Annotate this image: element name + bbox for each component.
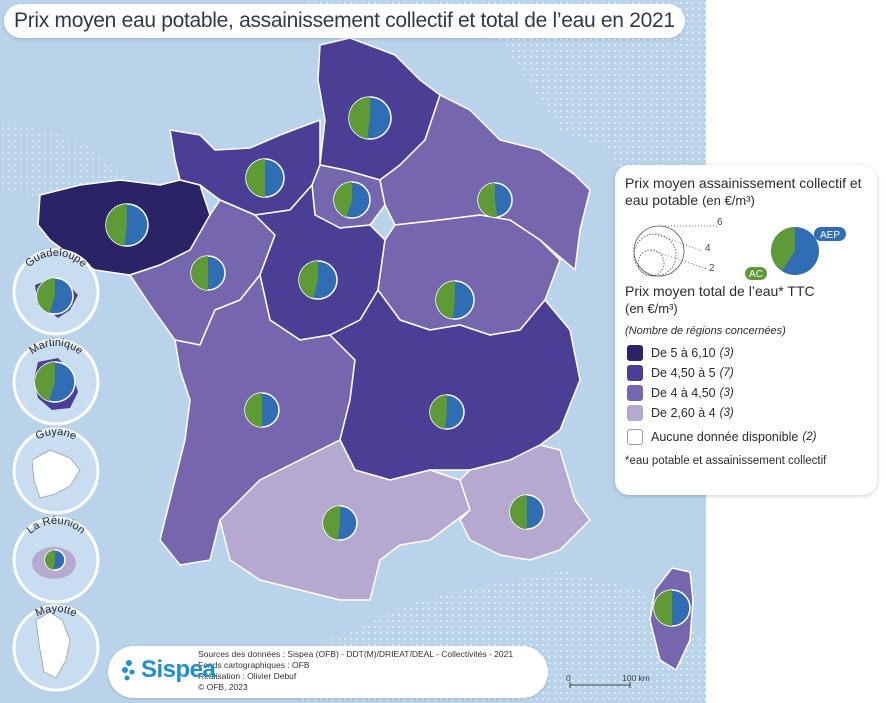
pie-chart-10 — [322, 505, 358, 541]
legend-class-label: De 5 à 6,10 — [651, 346, 716, 360]
pie-ac-slice — [36, 278, 55, 314]
sispea-logo: Sispea — [120, 656, 216, 684]
legend-classes: De 5 à 6,10 (3) De 4,50 à 5 (7) De 4 à 4,50(… — [625, 343, 867, 423]
pie-chart-1 — [245, 158, 285, 198]
pie-ac-slice — [334, 182, 352, 218]
pie-chart-7 — [435, 280, 475, 320]
legend-class-2: De 4 à 4,50 (3) — [625, 383, 867, 403]
legend-class-label: De 4 à 4,50 — [651, 386, 716, 400]
pie-ac-slice — [430, 395, 447, 429]
legend-size-2: 2 — [709, 263, 715, 274]
legend-aep-label: AEP — [820, 230, 840, 241]
scale-bar — [569, 682, 631, 688]
scale-zero: 0 — [566, 673, 571, 683]
pie-chart-8 — [244, 392, 280, 428]
legend-class-3: De 2,60 à 4 (3) — [625, 403, 867, 423]
legend-note: (Nombre de régions concernées) — [625, 325, 786, 337]
guyane-shape — [31, 449, 81, 499]
source-line-4: © OFB, 2023 — [198, 682, 248, 692]
region-grand-est — [379, 94, 591, 271]
pie-chart-14 — [34, 361, 76, 403]
legend-size-6: 6 — [717, 217, 723, 228]
source-line-1: Sources des données : Sispea (OFB) - DDT… — [198, 649, 514, 659]
sispea-logo-text: Sispea — [141, 656, 216, 683]
background-land-dots — [300, 0, 706, 250]
map-title: Prix moyen eau potable, assainissement c… — [14, 9, 675, 32]
legend-ac-label: AC — [749, 269, 763, 280]
legend-class-swatch — [627, 385, 643, 401]
pie-ac-slice — [44, 550, 55, 570]
title-box: Prix moyen eau potable, assainissement c… — [4, 4, 685, 38]
legend-no-data-swatch — [627, 429, 643, 445]
pie-chart-9 — [429, 394, 465, 430]
pie-ac-slice — [322, 506, 340, 540]
background-land-dots-west — [0, 120, 130, 200]
legend-class-1: De 4,50 à 5 (7) — [625, 363, 867, 383]
pie-ac-slice — [510, 495, 527, 529]
legend-class-count: (3) — [719, 347, 734, 359]
pie-chart-15 — [44, 549, 66, 571]
legend-no-data: Aucune donnée disponible (2) — [625, 427, 867, 447]
scale-end: 100 km — [622, 673, 650, 683]
pie-ac-slice — [246, 159, 265, 197]
legend-class-swatch — [627, 365, 643, 381]
sources-box: Sources des données : Sispea (OFB) - DDT… — [108, 646, 548, 698]
pie-chart-13 — [36, 277, 74, 315]
legend-size-title: Prix moyen assainissement collectif et e… — [625, 175, 862, 208]
legend-total-title: Prix moyen total de l’eau* TTC (en €/m³) — [625, 283, 815, 316]
pie-chart-2 — [333, 181, 371, 219]
pie-chart-4 — [105, 203, 149, 247]
pie-ac-slice — [478, 183, 498, 218]
pie-ac-slice — [348, 97, 370, 139]
legend-size-4: 4 — [705, 243, 711, 254]
inset-label-guyane: Guyane — [34, 426, 79, 443]
pie-ac-slice — [191, 256, 208, 290]
pie-ac-slice — [435, 281, 455, 319]
pie-chart-11 — [509, 494, 545, 530]
legend-class-label: De 4,50 à 5 — [651, 366, 716, 380]
legend-ac-badge — [745, 267, 767, 280]
pie-ac-slice — [245, 393, 262, 427]
legend-class-count: (3) — [719, 387, 734, 399]
pie-chart-6 — [298, 260, 338, 300]
legend: Prix moyen assainissement collectif et e… — [615, 165, 877, 495]
pie-ac-slice — [35, 362, 55, 402]
legend-footnote: *eau potable et assainissement collectif — [625, 455, 827, 467]
legend-aep-badge — [814, 227, 846, 241]
overseas-insets — [12, 248, 100, 692]
legend-class-0: De 5 à 6,10 (3) — [625, 343, 867, 363]
legend-class-count: (3) — [719, 407, 734, 419]
sispea-drops-icon — [122, 660, 135, 681]
pie-ac-slice — [654, 590, 672, 626]
inset-label-mayotte: Mayotte — [34, 603, 79, 620]
pie-ac-slice — [299, 261, 318, 299]
legend-class-count: (7) — [719, 367, 734, 379]
pie-chart-0 — [348, 96, 392, 140]
mayotte-shape — [35, 611, 71, 679]
legend-example-pie — [771, 227, 819, 275]
inset-label-martinique: Martinique — [27, 337, 85, 357]
pie-ac-slice — [105, 204, 127, 246]
pie-charts — [34, 96, 691, 627]
legend-class-label: De 2,60 à 4 — [651, 406, 716, 420]
source-line-3: Réalisation : Olivier Debuf — [198, 671, 297, 681]
legend-class-swatch — [627, 405, 643, 421]
source-line-2: Fonds cartographiques : OFB — [198, 660, 310, 670]
legend-size-scale: 6 4 2 AEP AC — [625, 211, 867, 281]
legend-class-swatch — [627, 345, 643, 361]
pie-chart-12 — [653, 589, 691, 627]
pie-chart-5 — [190, 255, 226, 291]
pie-chart-3 — [477, 182, 513, 218]
